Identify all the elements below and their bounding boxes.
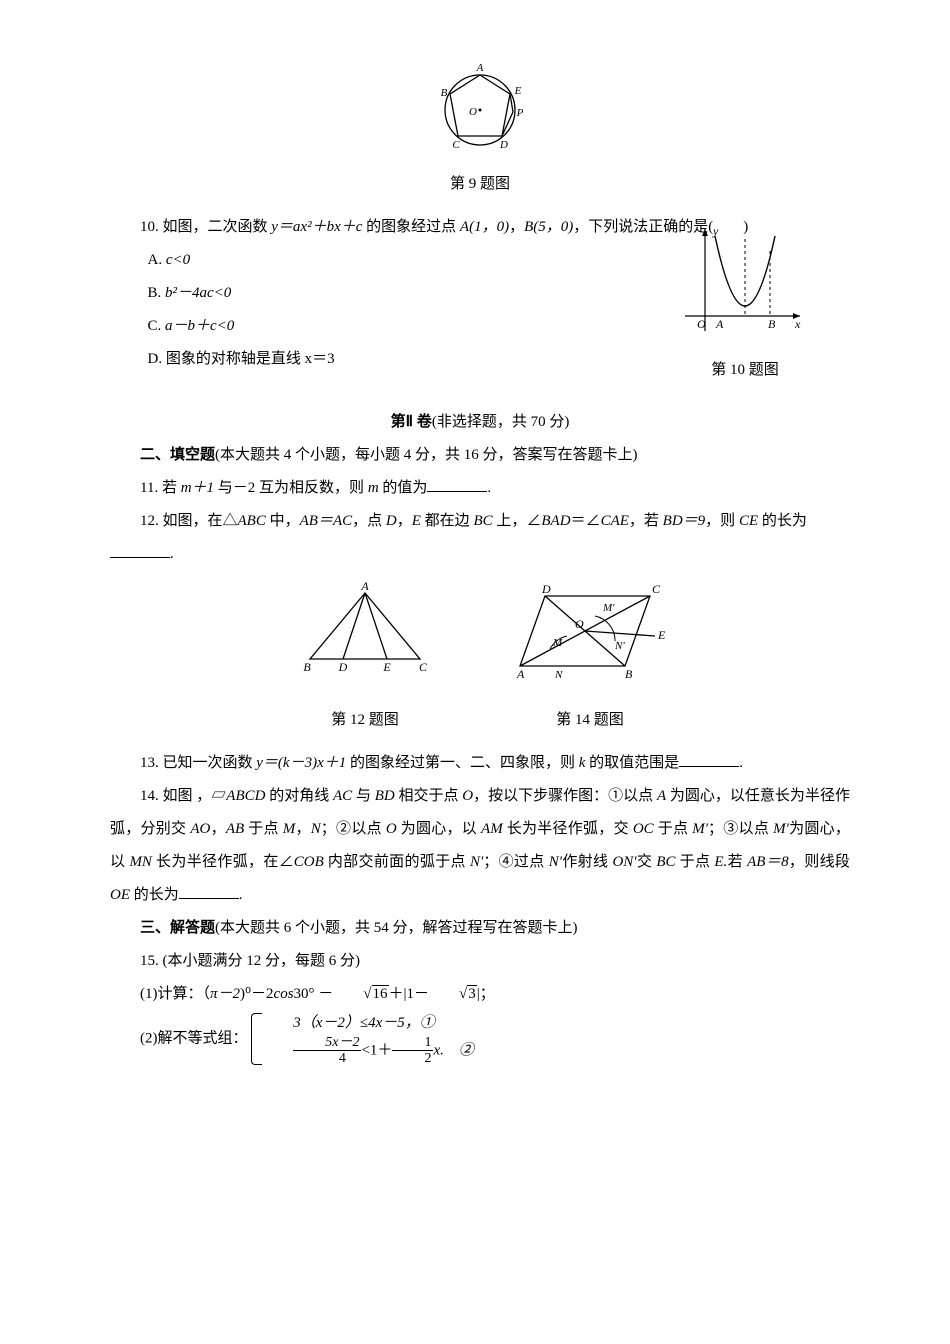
q10-formula: y＝ax²＋bx＋c [271, 219, 362, 235]
svg-text:B: B [768, 317, 776, 331]
figure-9: A B E P C D O 第 9 题图 [110, 60, 850, 201]
svg-text:M′: M′ [602, 602, 615, 614]
question-15-part1: (1)计算：（π－2)⁰－2cos30° －16＋|1－3|； [110, 978, 850, 1011]
q10-pointA: A(1，0) [460, 219, 509, 235]
svg-text:D: D [338, 660, 348, 671]
svg-text:O: O [575, 617, 584, 631]
figure-9-caption: 第 9 题图 [110, 168, 850, 201]
figure-captions-12-14: 第 12 题图 第 14 题图 [110, 704, 850, 737]
blank-input [110, 542, 170, 558]
svg-text:E: E [382, 660, 391, 671]
svg-text:E: E [514, 85, 522, 97]
figure-12: A B D E C [295, 581, 435, 694]
svg-text:C: C [652, 582, 661, 596]
svg-text:D: D [541, 582, 551, 596]
q10-optB: b²－4ac<0 [165, 285, 231, 301]
svg-text:B: B [441, 87, 448, 99]
inequality-system: 3（x－2）≤4x－5，① 5x－24<1＋12x. ② [251, 1011, 474, 1067]
q10-stem-prefix: 10. 如图，二次函数 [140, 219, 271, 235]
figure-10-caption: 第 10 题图 [680, 354, 810, 387]
q10-optC: a－b＋c<0 [165, 318, 234, 334]
figure-14: D C A B O M′ E M N N′ [515, 581, 665, 694]
figure-10: O A B x y 第 10 题图 [680, 221, 810, 387]
fraction: 5x－24 [293, 1035, 361, 1067]
question-14: 14. 如图 ，▱ABCD 的对角线 AC 与 BD 相交于点 O，按以下步骤作… [110, 780, 850, 912]
figure-12-caption: 第 12 题图 [295, 704, 435, 737]
part-2-heading: 第Ⅱ 卷(非选择题，共 70 分) [110, 406, 850, 439]
parabola-diagram: O A B x y [680, 221, 810, 341]
question-11: 11. 若 m＋1 与－2 互为相反数，则 m 的值为. [110, 472, 850, 505]
svg-text:x: x [794, 317, 801, 331]
figure-row-12-14: A B D E C D C A B O M′ E M N N′ [110, 581, 850, 694]
q10-pointB: B(5，0) [524, 219, 573, 235]
q10-sep: ， [509, 219, 524, 235]
question-15-part2: (2)解不等式组： 3（x－2）≤4x－5，① 5x－24<1＋12x. ② [110, 1011, 850, 1067]
blank-input [427, 476, 487, 492]
fraction: 12 [392, 1035, 433, 1067]
question-10: 10. 如图，二次函数 y＝ax²＋bx＋c 的图象经过点 A(1，0)，B(5… [110, 211, 850, 376]
q10-optD: 图象的对称轴是直线 x＝3 [166, 351, 335, 367]
sqrt-icon: 3 [429, 978, 477, 1011]
svg-text:A: A [360, 581, 369, 593]
triangle-diagram: A B D E C [295, 581, 435, 671]
svg-text:E: E [657, 628, 665, 642]
svg-text:O: O [469, 106, 477, 118]
blank-input [679, 751, 739, 767]
blank-input [179, 883, 239, 899]
svg-text:A: A [476, 62, 484, 74]
svg-text:y: y [712, 224, 719, 238]
svg-text:B: B [625, 667, 633, 681]
question-12: 12. 如图，在△ABC 中，AB＝AC，点 D，E 都在边 BC 上，∠BAD… [110, 505, 850, 538]
figure-14-caption: 第 14 题图 [515, 704, 665, 737]
question-15-heading: 15. (本小题满分 12 分，每题 6 分) [110, 945, 850, 978]
svg-text:B: B [303, 660, 311, 671]
q10-optC-pre: C. [148, 318, 166, 334]
svg-text:C: C [419, 660, 428, 671]
q10-optB-pre: B. [148, 285, 166, 301]
circle-pentagon-diagram: A B E P C D O [430, 60, 530, 155]
q10-optA-pre: A. [148, 252, 166, 268]
svg-text:C: C [452, 139, 460, 151]
svg-text:D: D [499, 139, 508, 151]
svg-text:P: P [516, 107, 524, 119]
svg-text:N: N [554, 669, 563, 681]
svg-text:A: A [715, 317, 724, 331]
sqrt-icon: 16 [333, 978, 388, 1011]
svg-text:A: A [516, 667, 525, 681]
q10-optD-pre: D. [148, 351, 166, 367]
svg-text:O: O [697, 317, 706, 331]
svg-text:M: M [552, 637, 563, 649]
q10-stem-mid: 的图象经过点 [362, 219, 460, 235]
svg-text:N′: N′ [614, 640, 625, 652]
section-2-heading: 二、填空题(本大题共 4 个小题，每小题 4 分，共 16 分，答案写在答题卡上… [110, 439, 850, 472]
parallelogram-diagram: D C A B O M′ E M N N′ [515, 581, 665, 681]
section-3-heading: 三、解答题(本大题共 6 个小题，共 54 分，解答过程写在答题卡上) [110, 912, 850, 945]
q10-optA: c<0 [166, 252, 190, 268]
question-13: 13. 已知一次函数 y＝(k－3)x＋1 的图象经过第一、二、四象限，则 k … [110, 747, 850, 780]
